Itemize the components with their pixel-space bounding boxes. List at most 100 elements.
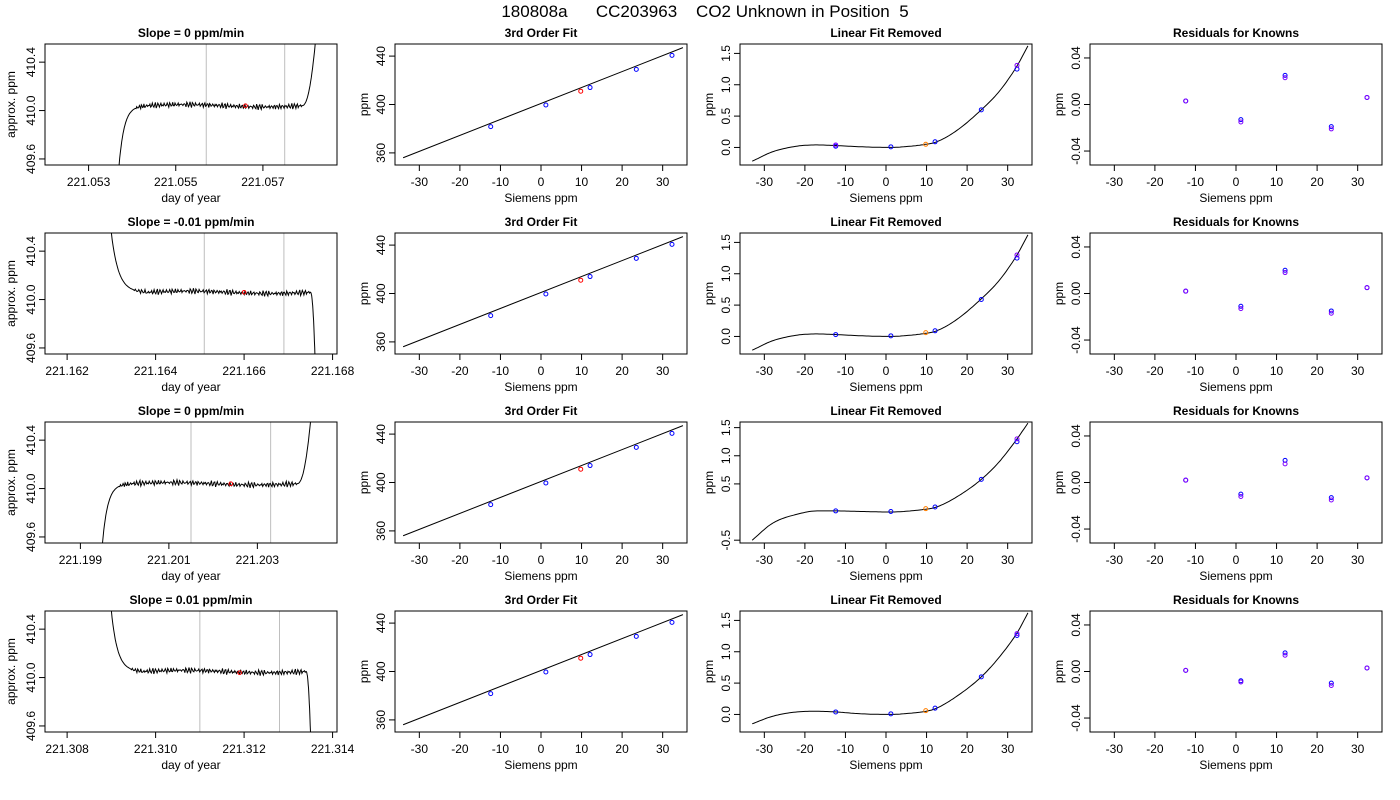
y-tick-label: 0.00 (1069, 92, 1083, 116)
x-tick-label: 10 (575, 175, 589, 189)
y-tick-label: 410.0 (24, 284, 38, 314)
y-axis-label: ppm (702, 93, 716, 116)
data-point (932, 328, 938, 334)
x-tick-label: 0 (1233, 553, 1240, 567)
x-tick-label: 10 (920, 742, 934, 756)
data-point (1282, 650, 1288, 656)
data-point (888, 333, 894, 339)
x-tick-label: -30 (1106, 364, 1124, 378)
data-point (1238, 491, 1244, 497)
panel: Linear Fit Removed -30 -20 -10 0 10 20 30 0.0 0.5… (702, 593, 1033, 772)
x-tick-label: 221.310 (134, 742, 178, 756)
y-tick-label: -0.04 (1069, 137, 1083, 165)
data-point (669, 619, 675, 625)
plot-frame (394, 232, 688, 355)
trace-line (102, 422, 311, 543)
x-tick-label: 221.164 (134, 364, 178, 378)
x-tick-label: -20 (796, 175, 814, 189)
data-point (587, 274, 593, 280)
x-tick-label: -30 (411, 553, 429, 567)
plot-frame (44, 232, 338, 355)
x-tick-label: -30 (1106, 742, 1124, 756)
y-tick-label: 410.4 (24, 236, 38, 266)
data-point (633, 633, 639, 639)
x-tick-label: -10 (492, 553, 510, 567)
x-tick-label: 0 (883, 742, 890, 756)
data-point (578, 277, 584, 283)
x-tick-label: -30 (1106, 175, 1124, 189)
data-point (1238, 303, 1244, 309)
y-axis-label: ppm (357, 471, 371, 494)
x-tick-label: 221.168 (311, 364, 355, 378)
panel: Linear Fit Removed -30 -20 -10 0 10 20 30 -0.5 0.… (702, 404, 1033, 583)
data-point (1183, 288, 1189, 294)
panel-title: Linear Fit Removed (830, 26, 941, 40)
trace-line (110, 611, 311, 732)
data-point (633, 255, 639, 261)
x-tick-label: 30 (1001, 175, 1015, 189)
y-axis-label: approx. ppm (4, 449, 18, 516)
data-point (1328, 682, 1334, 688)
data-point (1364, 475, 1370, 481)
y-tick-label: -0.04 (1069, 326, 1083, 354)
y-tick-label: 1.0 (719, 76, 733, 93)
data-point (578, 88, 584, 94)
x-tick-label: 221.314 (311, 742, 355, 756)
data-point (978, 476, 984, 482)
y-tick-label: 400 (374, 94, 388, 114)
x-tick-label: 20 (960, 553, 974, 567)
x-tick-label: -20 (451, 364, 469, 378)
x-tick-label: 10 (920, 364, 934, 378)
x-tick-label: 221.199 (59, 553, 103, 567)
plot-area (402, 425, 684, 537)
x-tick-label: 20 (615, 742, 629, 756)
data-point (1014, 631, 1020, 637)
x-tick-label: 30 (1001, 742, 1015, 756)
data-point (833, 508, 839, 514)
x-tick-label: -20 (1146, 742, 1164, 756)
x-axis-label: Siemens ppm (1199, 758, 1272, 772)
y-tick-label: 409.6 (24, 144, 38, 174)
x-axis-label: Siemens ppm (849, 191, 922, 205)
x-tick-label: 0 (883, 364, 890, 378)
trace-line (110, 233, 316, 354)
data-point (923, 708, 929, 714)
plot-area (1183, 72, 1370, 132)
fit-line (402, 614, 684, 726)
x-tick-label: 0 (883, 175, 890, 189)
y-tick-label: 0.04 (1069, 46, 1083, 70)
x-tick-label: 20 (1310, 175, 1324, 189)
data-point (1014, 62, 1020, 68)
x-axis-label: Siemens ppm (1199, 191, 1272, 205)
data-point (833, 709, 839, 715)
x-tick-label: 221.308 (45, 742, 89, 756)
y-tick-label: 440 (374, 235, 388, 255)
y-axis-label: ppm (1052, 282, 1066, 305)
y-axis-label: ppm (357, 282, 371, 305)
y-tick-label: 0.00 (1069, 281, 1083, 305)
plot-frame (739, 232, 1033, 355)
data-point (923, 330, 929, 336)
x-tick-label: -10 (492, 364, 510, 378)
data-point (1014, 255, 1020, 261)
plot-area (102, 422, 311, 543)
data-point (1238, 117, 1244, 123)
x-tick-label: 30 (656, 175, 670, 189)
y-axis-label: approx. ppm (4, 638, 18, 705)
data-point (543, 669, 549, 675)
x-axis-label: Siemens ppm (849, 758, 922, 772)
y-axis-label: ppm (702, 660, 716, 683)
y-tick-label: 0.00 (1069, 659, 1083, 683)
x-tick-label: 30 (1001, 553, 1015, 567)
x-tick-label: -30 (411, 364, 429, 378)
x-tick-label: 0 (1233, 175, 1240, 189)
data-point (923, 506, 929, 512)
x-tick-label: 221.312 (222, 742, 266, 756)
x-tick-label: -30 (756, 175, 774, 189)
panel: Slope = 0 ppm/min 221.199 221.201 221.203 40… (4, 404, 338, 583)
data-point (1183, 98, 1189, 104)
data-point (1328, 124, 1334, 130)
data-point (578, 466, 584, 472)
data-point (1238, 493, 1244, 499)
